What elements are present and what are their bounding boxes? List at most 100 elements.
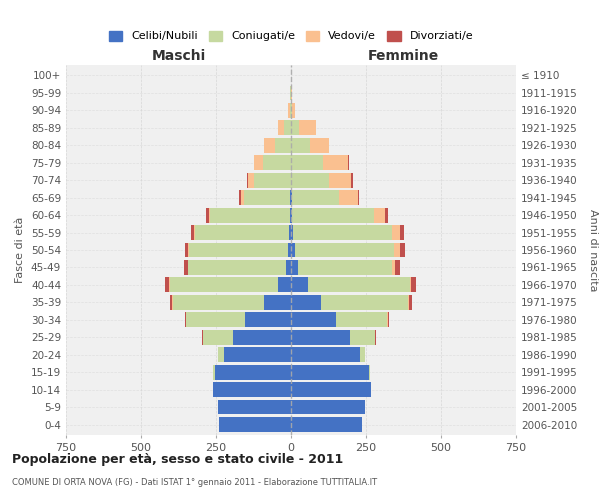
Bar [186, 312, 245, 327]
Bar [214, 365, 215, 380]
Bar [291, 278, 308, 292]
Text: Maschi: Maschi [151, 50, 206, 64]
Bar [291, 103, 292, 118]
Bar [351, 173, 353, 188]
Bar [329, 173, 351, 188]
Bar [299, 120, 316, 135]
Bar [291, 295, 321, 310]
Bar [295, 242, 394, 258]
Bar [291, 190, 292, 205]
Bar [292, 103, 295, 118]
Bar [284, 120, 291, 135]
Bar [291, 156, 323, 170]
Bar [245, 312, 291, 327]
Text: Femmine: Femmine [368, 50, 439, 64]
Bar [349, 330, 375, 344]
Bar [241, 190, 244, 205]
Bar [202, 330, 203, 344]
Bar [170, 295, 172, 310]
Bar [291, 208, 292, 222]
Bar [278, 120, 284, 135]
Bar [248, 173, 254, 188]
Bar [291, 400, 365, 414]
Bar [400, 225, 404, 240]
Bar [291, 312, 336, 327]
Bar [323, 156, 348, 170]
Bar [206, 208, 209, 222]
Bar [387, 312, 388, 327]
Bar [394, 242, 400, 258]
Bar [244, 190, 290, 205]
Bar [358, 190, 359, 205]
Bar [292, 190, 339, 205]
Bar [254, 173, 291, 188]
Bar [219, 417, 291, 432]
Bar [203, 330, 233, 344]
Bar [388, 312, 389, 327]
Bar [233, 330, 291, 344]
Bar [291, 417, 361, 432]
Bar [310, 138, 329, 152]
Bar [392, 225, 400, 240]
Bar [298, 260, 392, 275]
Bar [369, 365, 370, 380]
Bar [218, 400, 291, 414]
Bar [209, 208, 211, 222]
Bar [290, 190, 291, 205]
Bar [194, 225, 289, 240]
Text: COMUNE DI ORTA NOVA (FG) - Dati ISTAT 1° gennaio 2011 - Elaborazione TUTTITALIA.: COMUNE DI ORTA NOVA (FG) - Dati ISTAT 1°… [12, 478, 377, 487]
Y-axis label: Anni di nascita: Anni di nascita [589, 209, 598, 291]
Bar [290, 208, 291, 222]
Bar [218, 348, 223, 362]
Bar [185, 312, 186, 327]
Bar [264, 295, 291, 310]
Bar [173, 295, 264, 310]
Bar [408, 295, 409, 310]
Bar [348, 156, 349, 170]
Bar [191, 225, 194, 240]
Bar [288, 103, 290, 118]
Bar [339, 190, 358, 205]
Bar [188, 260, 286, 275]
Text: Popolazione per età, sesso e stato civile - 2011: Popolazione per età, sesso e stato civil… [12, 452, 343, 466]
Bar [291, 173, 329, 188]
Bar [185, 242, 188, 258]
Bar [169, 278, 170, 292]
Bar [321, 295, 408, 310]
Bar [291, 382, 371, 397]
Bar [277, 278, 291, 292]
Bar [292, 208, 374, 222]
Bar [395, 260, 400, 275]
Legend: Celibi/Nubili, Coniugati/e, Vedovi/e, Divorziati/e: Celibi/Nubili, Coniugati/e, Vedovi/e, Di… [104, 26, 478, 46]
Bar [189, 242, 288, 258]
Bar [213, 382, 291, 397]
Bar [286, 260, 291, 275]
Bar [291, 120, 299, 135]
Bar [291, 242, 295, 258]
Bar [290, 86, 291, 100]
Bar [290, 103, 291, 118]
Bar [291, 260, 298, 275]
Bar [291, 225, 293, 240]
Bar [215, 365, 291, 380]
Bar [308, 278, 409, 292]
Bar [291, 348, 360, 362]
Bar [392, 260, 395, 275]
Bar [336, 312, 387, 327]
Bar [188, 242, 189, 258]
Bar [264, 138, 275, 152]
Bar [291, 365, 369, 380]
Bar [409, 295, 412, 310]
Bar [288, 242, 291, 258]
Bar [170, 278, 277, 292]
Bar [211, 208, 290, 222]
Bar [263, 156, 291, 170]
Bar [409, 278, 411, 292]
Bar [223, 348, 291, 362]
Bar [247, 173, 248, 188]
Bar [254, 156, 263, 170]
Bar [184, 260, 187, 275]
Y-axis label: Fasce di età: Fasce di età [16, 217, 25, 283]
Bar [275, 138, 291, 152]
Bar [293, 225, 392, 240]
